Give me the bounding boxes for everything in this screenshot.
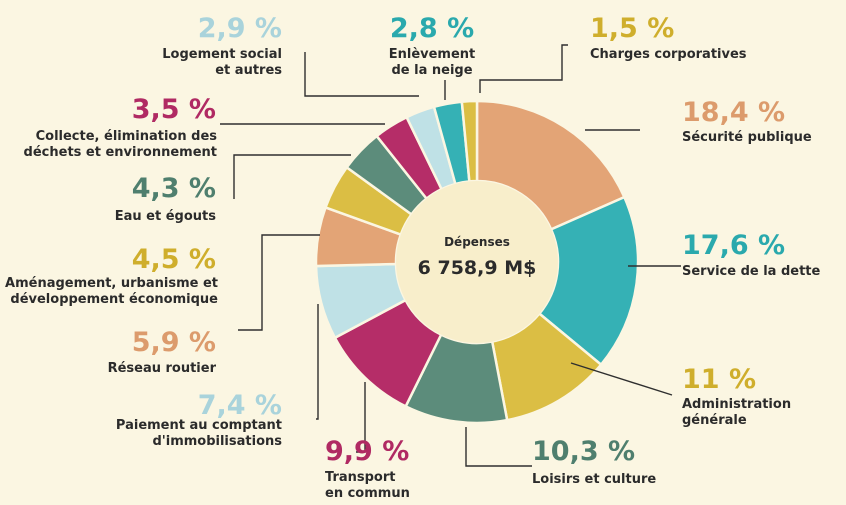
leader-line-enlevement-de-la-neige — [479, 44, 568, 93]
category-label-service-de-la-dette: Service de la dette — [682, 264, 821, 279]
value-label-enlevement-de-la-neige: 2,8 % — [390, 13, 474, 44]
category-label-loisirs-et-culture: Loisirs et culture — [532, 472, 656, 487]
value-label-amenagement-urbanisme-et-developpement-economique: 4,5 % — [132, 244, 216, 275]
category-label-paiement-au-comptant-d-immobilisations: Paiement au comptant d'immobilisations — [116, 418, 282, 449]
slice-labels: 18,4 % Sécurité publique 17,6 % Service de … — [5, 13, 821, 501]
value-label-administration-generale: 11 % — [682, 364, 756, 395]
leader-line-loisirs-et-culture — [465, 427, 532, 467]
category-label-collecte-elimination-des-dechets-et-environnement: Collecte, élimination des déchets et envi… — [24, 129, 218, 160]
leader-lines — [220, 44, 681, 467]
center-title: Dépenses — [444, 235, 510, 249]
leader-line-administration-generale — [570, 362, 673, 396]
donut-slices — [314, 99, 640, 425]
leader-line-reseau-routier — [238, 234, 320, 331]
category-label-administration-generale: Administration générale — [682, 397, 791, 428]
category-label-logement-social-et-autres: Logement social et autres — [162, 47, 282, 78]
category-label-securite-publique: Sécurité publique — [682, 130, 812, 145]
category-label-charges-corporatives: Charges corporatives — [590, 47, 747, 62]
value-label-securite-publique: 18,4 % — [682, 97, 785, 128]
value-label-transport-en-commun: 9,9 % — [325, 436, 409, 467]
value-label-loisirs-et-culture: 10,3 % — [532, 436, 635, 467]
value-label-reseau-routier: 5,9 % — [132, 327, 216, 358]
value-label-charges-corporatives: 1,5 % — [590, 13, 674, 44]
category-label-amenagement-urbanisme-et-developpement-economique: Aménagement, urbanisme et développement é… — [5, 276, 218, 307]
value-label-service-de-la-dette: 17,6 % — [682, 230, 785, 261]
leader-line-transport-en-commun — [356, 382, 366, 453]
leader-line-collecte-elimination-des-dechets-et-environnement — [304, 52, 419, 97]
leader-line-amenagement-urbanisme-et-developpement-economique — [233, 154, 351, 199]
category-label-reseau-routier: Réseau routier — [108, 361, 217, 376]
donut-center-disc — [396, 181, 558, 343]
leader-line-paiement-au-comptant-d-immobilisations — [316, 304, 319, 420]
value-label-paiement-au-comptant-d-immobilisations: 7,4 % — [198, 390, 282, 421]
center-total: 6 758,9 M$ — [418, 257, 537, 279]
value-label-eau-et-egouts: 4,3 % — [132, 173, 216, 204]
category-label-enlevement-de-la-neige: Enlèvement de la neige — [389, 47, 476, 78]
category-label-transport-en-commun: Transport en commun — [325, 470, 410, 501]
value-label-collecte-elimination-des-dechets-et-environnement: 3,5 % — [132, 94, 216, 125]
value-label-logement-social-et-autres: 2,9 % — [198, 13, 282, 44]
category-label-eau-et-egouts: Eau et égouts — [115, 209, 217, 224]
